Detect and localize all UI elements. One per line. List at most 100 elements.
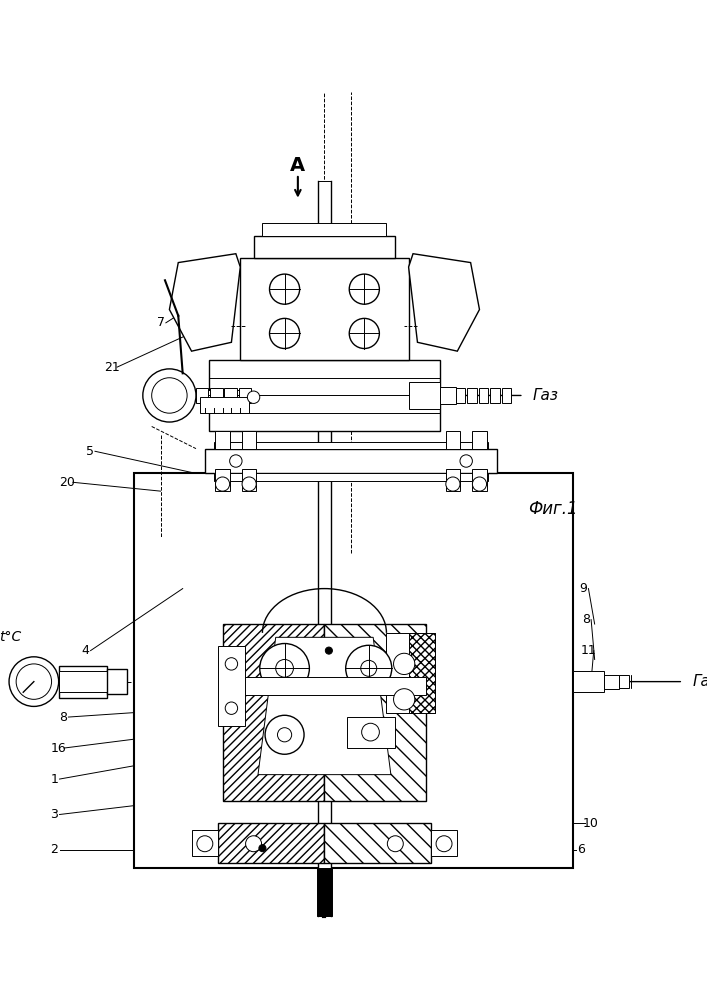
Bar: [224, 388, 237, 403]
Circle shape: [226, 702, 238, 714]
Bar: [216, 469, 230, 491]
Circle shape: [230, 455, 242, 467]
Circle shape: [325, 647, 332, 654]
Bar: [472, 469, 486, 491]
Circle shape: [436, 836, 452, 852]
Polygon shape: [409, 254, 479, 351]
Circle shape: [226, 658, 238, 670]
Text: A: A: [291, 156, 305, 175]
Polygon shape: [170, 254, 240, 351]
Bar: [196, 388, 209, 403]
Circle shape: [349, 318, 380, 349]
Circle shape: [16, 664, 52, 699]
Circle shape: [472, 477, 486, 491]
Bar: [240, 258, 409, 360]
Bar: [205, 449, 497, 473]
Bar: [318, 181, 331, 916]
Circle shape: [245, 836, 262, 852]
Text: 9: 9: [579, 582, 587, 595]
Circle shape: [269, 274, 300, 304]
Bar: [654, 675, 664, 688]
Circle shape: [361, 660, 377, 676]
Polygon shape: [223, 624, 325, 801]
Bar: [467, 388, 477, 403]
Bar: [262, 223, 387, 236]
Text: 7: 7: [156, 316, 165, 329]
Bar: [59, 671, 107, 692]
Circle shape: [242, 477, 256, 491]
Circle shape: [269, 318, 300, 349]
Bar: [502, 388, 511, 403]
Bar: [409, 633, 436, 713]
Text: 4: 4: [81, 644, 89, 657]
Bar: [472, 431, 486, 449]
Bar: [665, 675, 675, 688]
Text: 10: 10: [583, 817, 598, 830]
Circle shape: [446, 477, 460, 491]
Bar: [431, 830, 457, 856]
Bar: [107, 669, 127, 694]
Circle shape: [247, 391, 259, 403]
Bar: [59, 666, 107, 698]
Bar: [214, 473, 489, 481]
Bar: [218, 646, 245, 726]
Circle shape: [265, 715, 304, 754]
Text: 2: 2: [50, 843, 58, 856]
Circle shape: [152, 378, 187, 413]
Text: 8: 8: [59, 711, 67, 724]
Text: 6: 6: [578, 843, 585, 856]
Bar: [446, 431, 460, 449]
Bar: [387, 633, 436, 713]
Bar: [455, 388, 465, 403]
Bar: [643, 675, 653, 688]
Bar: [209, 360, 440, 431]
Bar: [479, 388, 489, 403]
Circle shape: [362, 723, 380, 741]
Bar: [631, 675, 641, 688]
Polygon shape: [218, 823, 325, 863]
Circle shape: [9, 657, 59, 706]
Text: Газ: Газ: [692, 674, 707, 689]
Bar: [254, 236, 395, 258]
Circle shape: [349, 274, 380, 304]
Circle shape: [387, 836, 403, 852]
Text: 5: 5: [86, 445, 93, 458]
Circle shape: [394, 689, 415, 710]
Bar: [619, 675, 629, 688]
Bar: [238, 388, 251, 403]
Circle shape: [197, 836, 213, 852]
Bar: [196, 390, 240, 401]
Bar: [242, 431, 256, 449]
Bar: [192, 830, 218, 856]
Text: 16: 16: [51, 742, 66, 755]
Text: t°C: t°C: [0, 630, 21, 644]
Bar: [440, 387, 455, 404]
Circle shape: [259, 845, 266, 852]
Bar: [200, 397, 249, 413]
Circle shape: [259, 644, 310, 693]
Text: Фиг.1: Фиг.1: [528, 500, 578, 518]
Polygon shape: [258, 637, 391, 775]
Bar: [223, 677, 426, 695]
Text: 20: 20: [59, 476, 76, 489]
Bar: [490, 388, 500, 403]
Bar: [134, 473, 573, 868]
Bar: [242, 469, 256, 491]
Circle shape: [216, 477, 230, 491]
Text: 3: 3: [50, 808, 58, 821]
Bar: [604, 675, 619, 689]
Text: 8: 8: [582, 613, 590, 626]
Bar: [446, 469, 460, 491]
Text: Газ: Газ: [533, 388, 559, 403]
Circle shape: [276, 659, 293, 677]
Circle shape: [143, 369, 196, 422]
Bar: [317, 868, 332, 916]
Circle shape: [277, 728, 292, 742]
Polygon shape: [325, 624, 426, 801]
Circle shape: [394, 653, 415, 675]
Circle shape: [460, 455, 472, 467]
Text: 21: 21: [104, 361, 119, 374]
Bar: [216, 431, 230, 449]
Polygon shape: [325, 823, 431, 863]
Bar: [573, 671, 604, 692]
